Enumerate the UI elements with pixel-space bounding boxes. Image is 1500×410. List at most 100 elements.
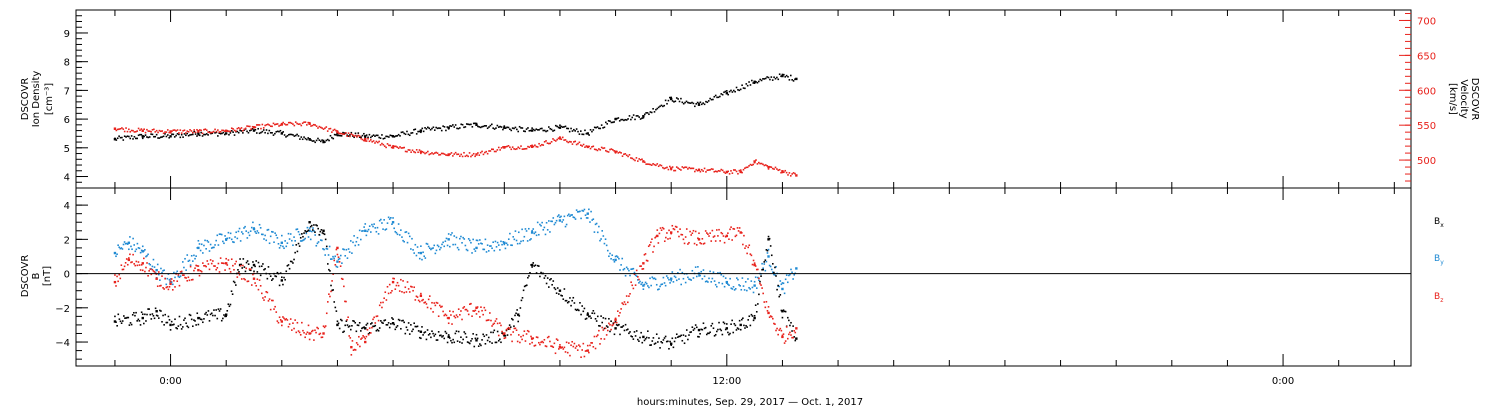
- density-sample: [389, 134, 392, 137]
- bz-sample: [129, 253, 131, 256]
- by-sample: [324, 254, 326, 256]
- velocity-sample: [659, 164, 661, 166]
- bx-sample: [136, 320, 138, 322]
- velocity-sample: [783, 171, 785, 174]
- by-sample: [637, 279, 639, 281]
- bx-sample: [249, 269, 252, 272]
- by-sample: [417, 252, 420, 254]
- density-sample: [628, 115, 631, 117]
- density-sample: [307, 137, 310, 139]
- bx-sample: [737, 328, 740, 330]
- bx-sample: [684, 335, 687, 337]
- bz-sample: [116, 275, 118, 278]
- bz-sample: [739, 231, 742, 234]
- field-axis-label-line2: B: [31, 272, 42, 279]
- density-sample: [193, 130, 196, 133]
- by-sample: [786, 281, 789, 284]
- bx-sample: [289, 260, 292, 263]
- density-sample: [532, 128, 535, 131]
- density-sample: [581, 133, 583, 136]
- density-sample: [698, 102, 700, 105]
- velocity-sample: [115, 129, 118, 132]
- by-sample: [595, 222, 598, 225]
- by-sample: [166, 277, 169, 280]
- by-sample: [212, 246, 214, 249]
- by-sample: [374, 227, 377, 229]
- bz-sample: [114, 274, 116, 276]
- density-sample: [673, 101, 675, 103]
- bz-sample: [581, 349, 583, 351]
- bx-sample: [274, 275, 276, 277]
- bz-sample: [717, 235, 719, 237]
- by-sample: [552, 217, 555, 219]
- density-point: [364, 135, 367, 138]
- bx-sample: [242, 258, 245, 260]
- bx-sample: [475, 333, 478, 336]
- by-sample: [182, 261, 184, 263]
- velocity-sample: [278, 125, 280, 127]
- bx-sample: [363, 326, 365, 328]
- velocity-sample: [251, 125, 254, 128]
- density-sample: [668, 96, 671, 99]
- bx-sample: [408, 333, 411, 335]
- density-sample: [438, 127, 440, 129]
- velocity-sample: [745, 166, 748, 169]
- bz-sample: [355, 342, 358, 344]
- bz-sample: [428, 295, 431, 297]
- by-sample: [371, 223, 373, 226]
- bz-sample: [327, 301, 329, 303]
- density-sample: [340, 135, 343, 137]
- velocity-sample: [226, 130, 229, 132]
- by-sample: [208, 250, 211, 252]
- bx-sample: [426, 329, 429, 331]
- velocity-sample: [165, 131, 168, 133]
- by-sample: [659, 285, 661, 288]
- bx-sample: [295, 244, 298, 246]
- by-sample: [737, 278, 739, 281]
- bz-sample: [531, 341, 533, 344]
- velocity-sample: [225, 130, 227, 132]
- density-tick-label: 4: [64, 173, 70, 184]
- bx-sample: [750, 313, 753, 316]
- bx-sample: [412, 328, 414, 331]
- bz-sample: [233, 268, 235, 271]
- bx-sample: [539, 275, 541, 278]
- bx-sample: [631, 335, 634, 338]
- velocity-sample: [338, 132, 340, 135]
- by-sample: [345, 248, 348, 251]
- by-sample: [641, 281, 644, 284]
- velocity-sample: [192, 131, 194, 134]
- velocity-sample: [322, 128, 325, 130]
- bx-sample: [642, 336, 645, 338]
- density-sample: [616, 117, 618, 120]
- density-sample: [268, 129, 271, 132]
- by-sample: [204, 239, 206, 242]
- by-sample: [423, 255, 426, 258]
- bz-sample: [302, 329, 304, 332]
- bx-sample: [266, 277, 269, 280]
- by-sample: [603, 242, 606, 245]
- bx-point: [475, 339, 478, 342]
- density-sample: [217, 135, 219, 137]
- density-sample: [646, 112, 649, 114]
- velocity-sample: [794, 172, 796, 175]
- bz-sample: [684, 236, 687, 238]
- by-sample: [680, 283, 682, 286]
- by-sample: [718, 281, 720, 284]
- density-sample: [477, 125, 479, 128]
- velocity-sample: [707, 169, 710, 171]
- bx-sample: [278, 284, 281, 287]
- bx-sample: [554, 288, 557, 291]
- velocity-sample: [639, 159, 642, 161]
- bx-sample: [732, 331, 735, 334]
- velocity-sample: [329, 127, 332, 130]
- bz-sample: [359, 345, 361, 348]
- by-sample: [396, 233, 399, 236]
- by-sample: [247, 231, 250, 234]
- density-sample: [353, 136, 355, 139]
- bz-sample: [184, 276, 186, 279]
- bz-sample: [164, 277, 167, 280]
- density-tick-label: 6: [64, 115, 70, 126]
- bz-sample: [616, 310, 619, 312]
- density-sample: [737, 89, 739, 91]
